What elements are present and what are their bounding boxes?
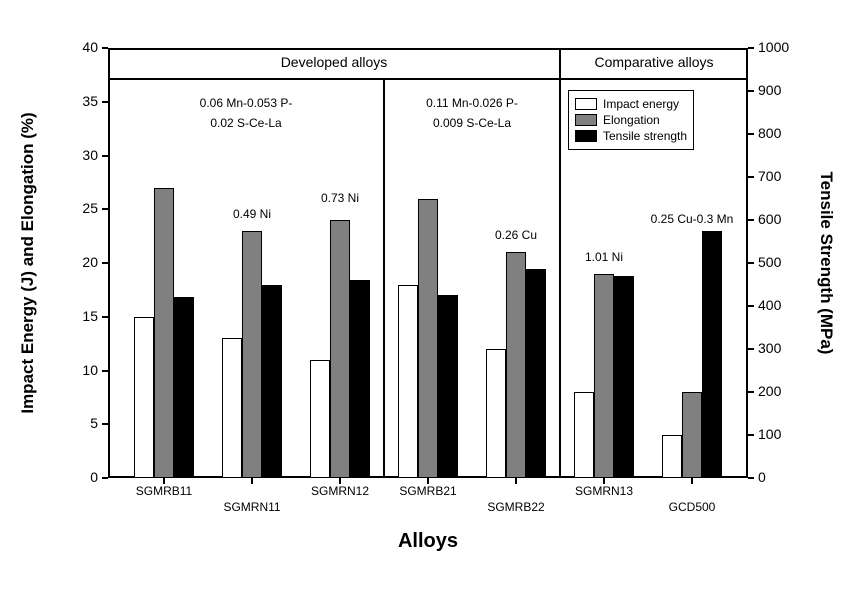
y-right-tick: 500 xyxy=(758,254,781,270)
bar xyxy=(526,269,546,478)
y-left-tick: 35 xyxy=(82,93,98,109)
y-axis-left-label: Impact Energy (J) and Elongation (%) xyxy=(18,112,38,413)
section-sub-divider xyxy=(383,78,385,478)
y-left-tick: 0 xyxy=(90,469,98,485)
y-left-tick: 30 xyxy=(82,147,98,163)
legend-item: Tensile strength xyxy=(575,129,687,143)
category-label: SGMRN12 xyxy=(311,484,369,498)
y-right-tick: 700 xyxy=(758,168,781,184)
y-left-tick: 25 xyxy=(82,200,98,216)
legend-label: Tensile strength xyxy=(603,129,687,143)
legend-item: Impact energy xyxy=(575,97,687,111)
category-label: SGMRN13 xyxy=(575,484,633,498)
bar xyxy=(174,297,194,478)
y-right-tick: 400 xyxy=(758,297,781,313)
category-label: SGMRB22 xyxy=(487,500,544,514)
legend-label: Elongation xyxy=(603,113,660,127)
legend: Impact energy Elongation Tensile strength xyxy=(568,90,694,150)
bar xyxy=(614,276,634,478)
bar xyxy=(702,231,722,478)
bar xyxy=(662,435,682,478)
bar-annotation: 0.26 Cu xyxy=(495,228,537,242)
bar xyxy=(486,349,506,478)
bar xyxy=(242,231,262,478)
bar xyxy=(330,220,350,478)
y-right-tick: 200 xyxy=(758,383,781,399)
composition-note: 0.11 Mn-0.026 P- xyxy=(426,96,518,110)
section-divider xyxy=(559,48,561,478)
bar xyxy=(262,285,282,479)
bar xyxy=(134,317,154,478)
y-left-tick: 40 xyxy=(82,39,98,55)
y-left-tick: 20 xyxy=(82,254,98,270)
bar xyxy=(222,338,242,478)
y-right-tick: 100 xyxy=(758,426,781,442)
bar xyxy=(418,199,438,479)
y-left-tick: 5 xyxy=(90,415,98,431)
y-left-tick: 15 xyxy=(82,308,98,324)
y-right-tick: 0 xyxy=(758,469,766,485)
composition-note: 0.06 Mn-0.053 P- xyxy=(200,96,293,110)
bar-annotation: 0.25 Cu-0.3 Mn xyxy=(651,212,734,226)
legend-swatch xyxy=(575,114,597,126)
bar xyxy=(506,252,526,478)
bar-annotation: 0.49 Ni xyxy=(233,207,271,221)
bar xyxy=(438,295,458,478)
bar xyxy=(154,188,174,478)
composition-note: 0.02 S-Ce-La xyxy=(210,116,281,130)
category-label: SGMRN11 xyxy=(223,500,280,514)
y-right-tick: 900 xyxy=(758,82,781,98)
y-left-tick: 10 xyxy=(82,362,98,378)
section-label: Developed alloys xyxy=(281,54,388,70)
bar xyxy=(594,274,614,478)
category-label: SGMRB21 xyxy=(399,484,456,498)
legend-label: Impact energy xyxy=(603,97,679,111)
category-label: GCD500 xyxy=(669,500,716,514)
y-right-tick: 800 xyxy=(758,125,781,141)
legend-swatch xyxy=(575,98,597,110)
x-axis-label: Alloys xyxy=(398,530,458,553)
legend-item: Elongation xyxy=(575,113,687,127)
bar xyxy=(682,392,702,478)
bar-annotation: 1.01 Ni xyxy=(585,250,623,264)
y-right-tick: 300 xyxy=(758,340,781,356)
bar-annotation: 0.73 Ni xyxy=(321,191,359,205)
bar xyxy=(574,392,594,478)
category-label: SGMRB11 xyxy=(136,484,192,498)
section-header-line xyxy=(108,78,748,80)
bar xyxy=(398,285,418,479)
y-right-tick: 600 xyxy=(758,211,781,227)
section-label: Comparative alloys xyxy=(594,54,713,70)
composition-note: 0.009 S-Ce-La xyxy=(433,116,511,130)
legend-swatch xyxy=(575,130,597,142)
bar xyxy=(350,280,370,478)
bar xyxy=(310,360,330,478)
chart-container: Impact Energy (J) and Elongation (%) Ten… xyxy=(0,0,863,601)
y-right-tick: 1000 xyxy=(758,39,789,55)
y-axis-right-label: Tensile Strength (MPa) xyxy=(816,172,836,355)
